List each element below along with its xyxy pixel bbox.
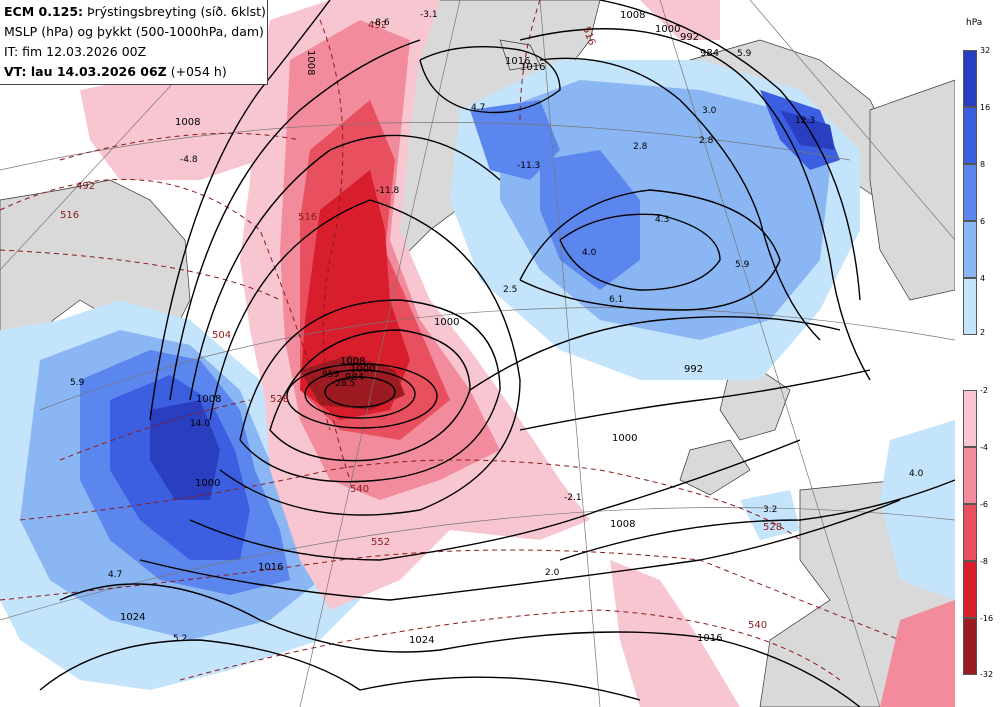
colorbar-tick: -16 [980,614,994,623]
colorbar-swatch [963,504,977,561]
colorbar-swatch [963,390,977,447]
graticule [0,0,956,707]
tendency-label: -11.3 [517,161,540,171]
isobar-label: 1016 [520,62,545,73]
colorbar-unit: hPa [966,18,983,28]
valid-time-line: VT: lau 14.03.2026 06Z (+054 h) [4,64,227,79]
tendency-label: -8.6 [372,18,390,28]
tendency-label: 5.2 [173,634,187,644]
colorbar-swatch [963,50,977,107]
colorbar-tick: -6 [980,500,988,509]
tendency-label: 4.7 [471,103,485,113]
isobar-label: 1008 [610,519,635,530]
tendency-label: -11.8 [376,186,400,196]
thickness-label: 552 [371,537,390,548]
tendency-label: -4.8 [180,155,198,165]
isobar-label: 1024 [120,612,145,623]
tendency-label: 2.8 [633,142,648,152]
isobars [39,0,956,707]
isobar-label: 984 [700,48,719,59]
lead-time: (+054 h) [166,64,227,79]
tendency-label: 4.3 [655,215,669,225]
thickness-label: 540 [748,620,767,631]
colorbar-tick: -32 [980,670,994,679]
colorbar-tick: 4 [980,274,986,283]
thickness-label: 492 [368,20,387,31]
tendency-label: 3.0 [702,106,717,116]
tendency-label: 2.0 [545,568,560,578]
isobar-labels: 1008 1016 1008 1000 992 984 1008 1000 99… [120,10,722,646]
tendency-label: 6.1 [609,295,623,305]
tendency-label: 12.3 [795,116,815,126]
low-center-label: 959 [322,370,339,380]
colorbar-tick: 2 [980,328,986,337]
colorbar-swatch [963,561,977,618]
isobar-label: 1000 [434,317,459,328]
tendency-label: -3.1 [420,10,438,20]
field-name: Þrýstingsbreyting (síð. 6klst) [83,4,266,19]
tendency-label: 2.8 [699,136,714,146]
colorbar-swatch [963,107,977,164]
colorbar-tick: -4 [980,443,988,452]
tendency-label: 14.0 [190,419,210,429]
colorbar-swatch [963,618,977,675]
isobar-label: 992 [684,364,703,375]
forecast-info-box: ECM 0.125: Þrýstingsbreyting (síð. 6klst… [0,0,268,85]
tendency-label: 3.2 [763,505,777,515]
isobar-label: 1000 [350,364,375,375]
thickness-label: 504 [212,330,231,341]
colorbar-tick: -8 [980,557,988,566]
thickness-label: 516 [60,210,79,221]
thickness-label: 528 [270,394,289,405]
isobar-label: 1024 [409,635,434,646]
colorbar-tick: 16 [980,103,991,112]
colorbar-panel [955,0,1000,707]
tendency-label: 4.0 [909,469,924,479]
isobar-label: 1008 [620,10,645,21]
thickness-label: 528 [763,522,782,533]
isobar-label: 1008 [175,117,200,128]
colorbar-tick: 32 [980,46,991,55]
isobar-label: 1008 [196,394,221,405]
tendency-label: 4.0 [582,248,597,258]
isobar-label: 984 [345,372,364,383]
colorbar-swatch [963,221,977,278]
isobar-label: 992 [680,32,699,43]
isobar-label: 1016 [697,633,722,644]
thickness-labels: 516 492 516 492 504 528 540 552 528 540 … [60,20,782,631]
model-name: ECM 0.125: [4,4,84,19]
isobar-label: 1000 [195,478,220,489]
colorbar-swatch [963,164,977,221]
colorbar-tick: 6 [980,217,986,226]
tendency-label: 2.5 [503,285,517,295]
colorbar-tick: -2 [980,386,988,395]
tendency-label: 5.9 [70,378,85,388]
title-line: ECM 0.125: Þrýstingsbreyting (síð. 6klst… [4,4,266,19]
valid-time: VT: lau 14.03.2026 06Z [4,64,167,79]
colorbar-tick: 8 [980,160,986,169]
tendency-label: -28.5 [332,379,355,389]
thickness-label: 492 [76,181,95,192]
tendency-label: 4.7 [108,570,122,580]
tendency-label: -2.1 [564,493,582,503]
colorbar-swatch [963,278,977,335]
thickness-label: 540 [350,484,369,495]
tendency-label: 5.9 [737,49,752,59]
colorbar-swatch [963,447,977,504]
thickness-label: 516 [298,212,317,223]
isobar-label: 1008 [305,50,316,75]
isobar-label: 1000 [655,24,680,35]
subtitle-line: MSLP (hPa) og þykkt (500-1000hPa, dam) [4,24,264,39]
pressure-rise-areas [0,60,955,690]
isobar-label: 1008 [340,356,365,367]
isobar-label: 1016 [505,56,530,67]
tendency-label: 5.9 [735,260,750,270]
init-time: IT: fim 12.03.2026 00Z [4,44,147,59]
tendency-labels: -3.1 -4.8 -8.6 -11.8 -28.5 4.7 4.0 4.3 5… [70,10,924,644]
isobar-label: 1016 [258,562,283,573]
isobar-label: 1000 [612,433,637,444]
